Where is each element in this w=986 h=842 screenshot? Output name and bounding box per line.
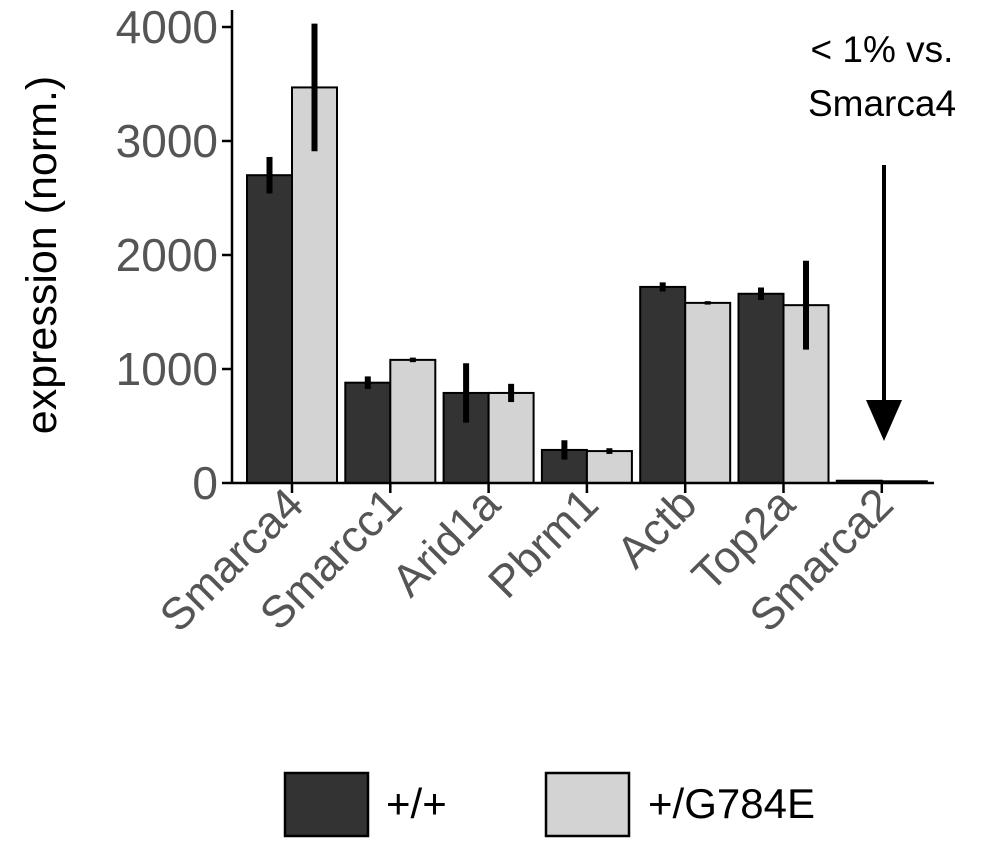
y-axis-ticks: 0 1000 2000 3000 4000 [116, 1, 232, 509]
bar-wildtype-smarca4 [246, 174, 293, 484]
y-tick-label: 1000 [116, 343, 218, 395]
x-axis-ticks: Smarca4Smarcc1Arid1aPbrm1ActbTop2aSmarca… [150, 477, 903, 641]
bar-mutant-actb [684, 301, 732, 484]
legend-swatch-wildtype [283, 771, 370, 838]
y-tick-label: 0 [192, 457, 218, 509]
y-tick-label: 4000 [116, 1, 218, 53]
annotation-arrow-head [866, 400, 902, 441]
annotation-line-2: Smarca4 [808, 83, 956, 124]
x-tick-label: Pbrm1 [478, 478, 608, 608]
bar-wildtype-smarcc1 [344, 381, 392, 484]
annotation: < 1% vs. Smarca4 [808, 29, 956, 441]
legend-label-mutant: +/G784E [648, 780, 815, 827]
bar-wildtype-actb [639, 285, 687, 485]
x-tick-label: Arid1a [382, 477, 511, 606]
bars-layer [246, 86, 928, 485]
legend: +/+ +/G784E [283, 771, 815, 838]
legend-label-wildtype: +/+ [386, 780, 447, 827]
bar-mutant-smarcc1 [389, 358, 437, 485]
y-tick-label: 2000 [116, 229, 218, 281]
legend-swatch-mutant [544, 771, 631, 838]
annotation-line-1: < 1% vs. [811, 29, 954, 70]
bar-mutant-smarca4 [291, 86, 338, 484]
bar-mutant-arid1a [487, 391, 535, 484]
bar-mutant-pbrm1 [585, 450, 633, 484]
error-bars-layer [266, 23, 809, 460]
y-tick-label: 3000 [116, 115, 218, 167]
y-axis-label: expression (norm.) [18, 76, 66, 434]
bar-wildtype-top2a [737, 292, 785, 485]
